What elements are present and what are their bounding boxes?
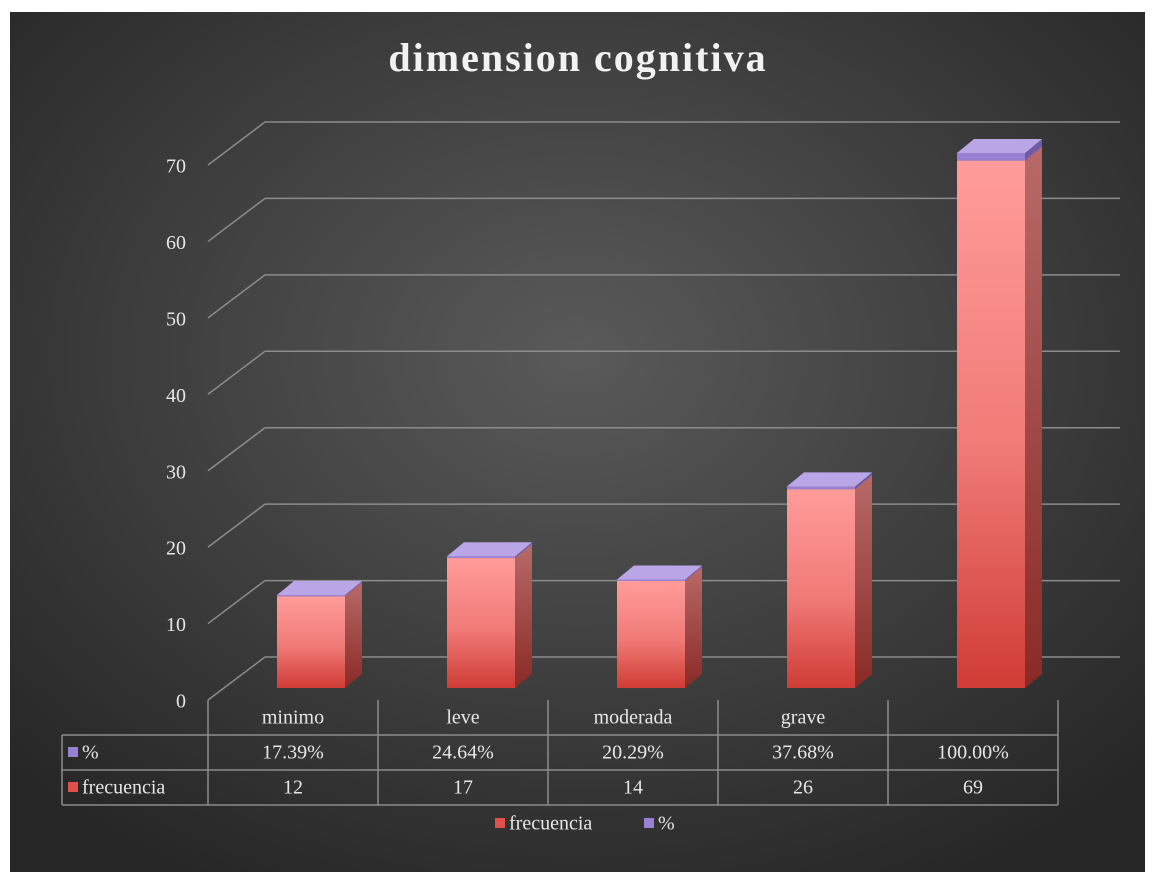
x-tick-label: grave: [781, 707, 826, 729]
bar-side: [515, 542, 532, 559]
bar-side: [855, 472, 872, 490]
bar-top: [957, 139, 1042, 153]
legend-key: [495, 818, 505, 828]
x-tick-label: moderada: [594, 707, 673, 729]
bar-front: [277, 596, 345, 688]
bar-side: [1025, 146, 1042, 689]
grid-line: [207, 427, 266, 472]
grid-line: [207, 579, 266, 625]
y-tick-label: 50: [166, 308, 186, 330]
table-cell: 26: [793, 777, 813, 799]
bar-side: [685, 567, 702, 688]
bar-top: [447, 542, 532, 557]
bar-front: [787, 486, 855, 490]
bar-front: [277, 594, 345, 597]
table-key: [68, 747, 78, 757]
bar-side: [345, 582, 362, 688]
grid-line: [207, 274, 266, 319]
bar-front: [787, 489, 855, 688]
grid-line: [207, 350, 266, 395]
table-cell: 69: [963, 777, 983, 799]
bar-front: [957, 160, 1025, 689]
chart-background: [10, 12, 1145, 872]
table-cell: 24.64%: [432, 742, 494, 764]
chart-title: dimension cognitiva: [388, 35, 767, 80]
bar-front: [447, 556, 515, 559]
y-tick-label: 70: [166, 156, 186, 178]
x-tick-label: leve: [446, 707, 479, 729]
table-cell: 17.39%: [262, 742, 324, 764]
y-tick-label: 60: [166, 232, 186, 254]
bar-side: [515, 544, 532, 688]
bar-front: [617, 579, 685, 581]
bar-side: [1025, 139, 1042, 161]
bar-side: [345, 580, 362, 597]
grid-line: [207, 121, 266, 166]
y-tick-label: 40: [166, 385, 186, 407]
bar-front: [447, 558, 515, 688]
bar-side: [855, 475, 872, 688]
table-cell: 17: [453, 777, 473, 799]
legend-label: %: [658, 813, 675, 835]
table-cell: 12: [283, 777, 303, 799]
y-tick-label: 10: [166, 614, 186, 636]
bar-top: [787, 472, 872, 487]
table-row-header: %: [82, 742, 99, 764]
grid-line: [207, 197, 266, 243]
table-cell: 100.00%: [937, 742, 1009, 764]
x-tick-label: minimo: [262, 707, 324, 729]
grid-line: [207, 503, 266, 548]
bar-top: [617, 565, 702, 580]
bar-side: [685, 565, 702, 581]
table-cell: 37.68%: [772, 742, 834, 764]
legend-key: [644, 818, 654, 828]
table-cell: 20.29%: [602, 742, 664, 764]
table-row-header: frecuencia: [82, 777, 165, 799]
grid-line: [207, 656, 266, 701]
y-tick-label: 20: [166, 538, 186, 560]
bar-front: [617, 581, 685, 688]
bar-front: [957, 153, 1025, 161]
y-tick-label: 0: [176, 691, 186, 713]
y-tick-label: 30: [166, 461, 186, 483]
legend-label: frecuencia: [509, 813, 592, 835]
table-cell: 14: [623, 777, 643, 799]
table-key: [68, 782, 78, 792]
bar-top: [277, 580, 362, 595]
